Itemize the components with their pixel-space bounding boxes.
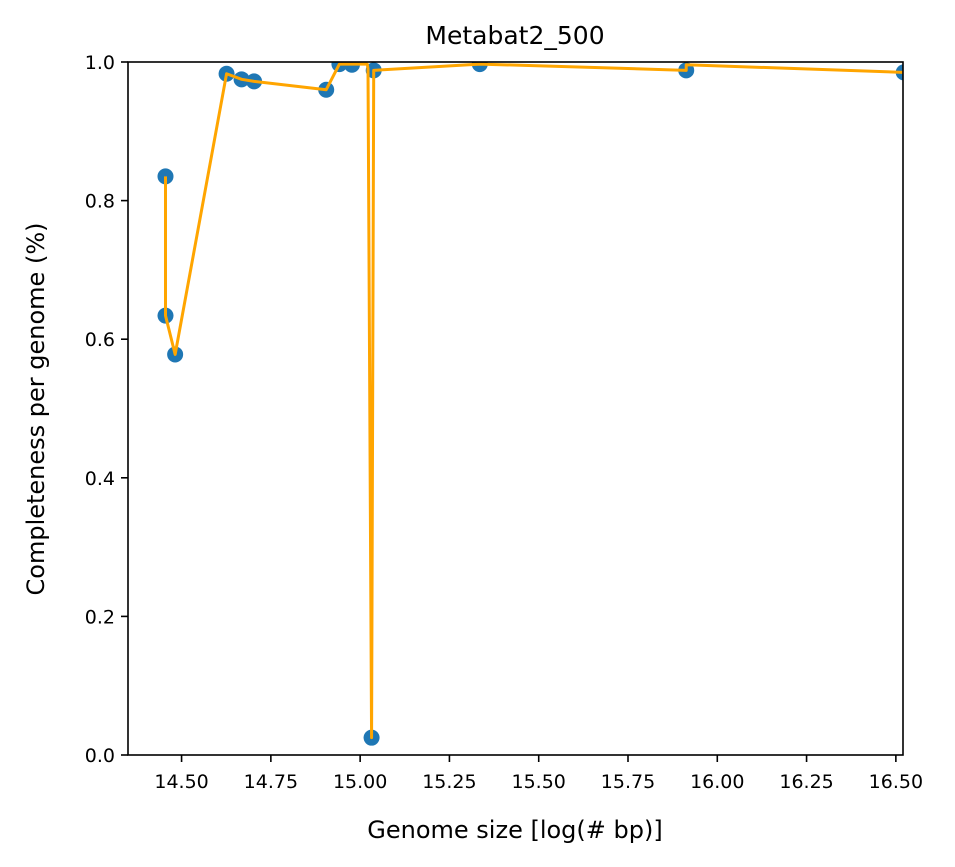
y-tick-label: 0.2	[85, 606, 115, 628]
x-tick-label: 15.50	[512, 771, 566, 793]
axes-frame	[127, 61, 904, 756]
x-tick-label: 14.50	[154, 771, 208, 793]
x-tick-label: 15.75	[601, 771, 655, 793]
y-tick-label: 0.4	[85, 468, 115, 490]
x-tick-label: 16.00	[690, 771, 744, 793]
y-axis-ticks: 0.0 0.2 0.4 0.6 0.8 1.0	[85, 52, 128, 767]
y-tick-label: 1.0	[85, 52, 115, 74]
x-tick-label: 14.75	[244, 771, 298, 793]
x-axis-ticks: 14.50 14.75 15.00 15.25 15.50 15.75 16.00 16.25…	[154, 755, 923, 793]
x-tick-label: 15.25	[422, 771, 476, 793]
y-tick-label: 0.8	[85, 191, 115, 213]
x-tick-label: 16.25	[779, 771, 833, 793]
plot-area	[157, 62, 903, 746]
x-tick-label: 15.00	[333, 771, 387, 793]
y-tick-label: 0.6	[85, 329, 115, 351]
x-axis-label: Genome size [log(# bp)]	[367, 816, 662, 844]
trend-line	[164, 62, 903, 740]
y-axis-label: Completeness per genome (%)	[22, 223, 50, 596]
chart-title: Metabat2_500	[425, 21, 604, 50]
y-tick-label: 0.0	[85, 745, 115, 767]
x-tick-label: 16.50	[869, 771, 923, 793]
